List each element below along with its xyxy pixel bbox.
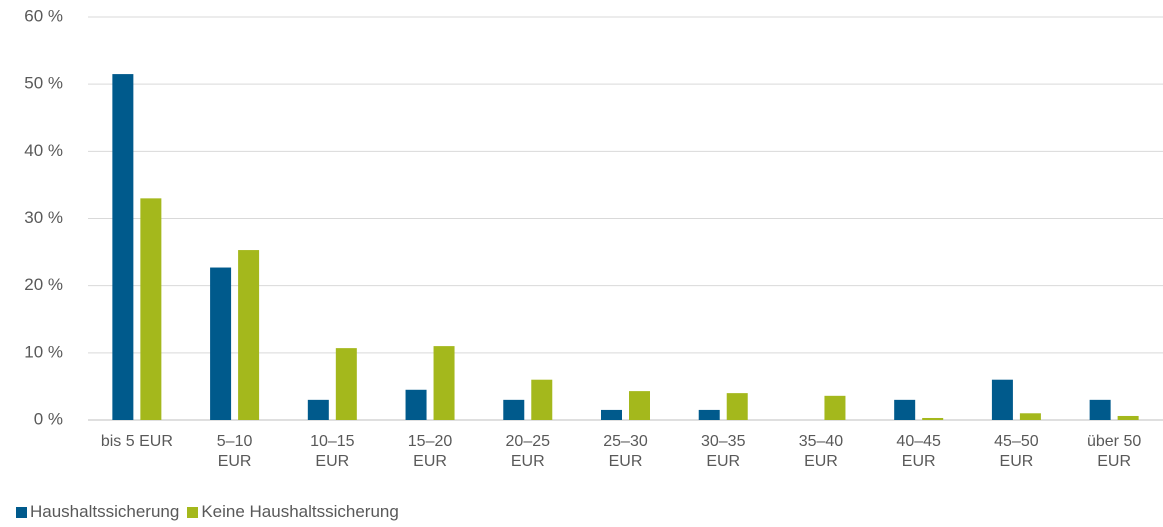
x-tick-label: 10–15 EUR [310,433,355,470]
legend-label: Haushaltssicherung [30,502,180,521]
legend-item: Haushaltssicherung [16,502,179,522]
bar [307,399,329,420]
bar [629,391,650,420]
y-tick-label: 50 % [24,74,63,93]
x-tick-label: bis 5 EUR [100,433,173,450]
bar [238,250,260,420]
bar [210,267,232,420]
bar [112,74,134,420]
legend-swatch [16,506,27,518]
bar [894,399,916,420]
x-tick-label: 20–25 EUR [505,433,551,470]
legend-label: Keine Haushaltssicherung [201,502,399,521]
legend-item: Keine Haushaltssicherung [187,502,399,522]
y-tick-label: 20 % [24,275,63,294]
bar [698,409,720,420]
x-tick-label: 40–45 EUR [896,433,941,470]
x-tick-label: 15–20 EUR [407,433,453,470]
bar [531,379,553,420]
y-tick-label: 30 % [24,208,63,227]
bar [1117,415,1139,420]
bar [140,198,162,420]
bar [503,399,525,420]
x-tick-label: 45–50 EUR [994,433,1039,470]
y-tick-label: 40 % [24,141,63,160]
bar [433,346,455,420]
y-tick-label: 10 % [24,342,63,361]
legend-swatch [187,506,199,518]
y-tick-label: 0 % [34,409,63,428]
bar [726,393,748,420]
x-tick-label: 30–35 EUR [700,433,746,470]
bar [991,379,1013,420]
bar [601,409,622,420]
x-tick-label: 25–30 EUR [603,433,648,470]
bar [824,395,846,420]
x-tick-label: 5–10 EUR [216,433,253,470]
bar [335,348,357,420]
bar [1089,399,1111,420]
x-tick-label: über 50 EUR [1086,433,1142,470]
x-tick-label: 35–40 EUR [798,433,844,470]
bar [922,417,944,420]
y-tick-label: 60 % [24,6,63,25]
bar [405,389,427,420]
bar [1019,413,1041,420]
